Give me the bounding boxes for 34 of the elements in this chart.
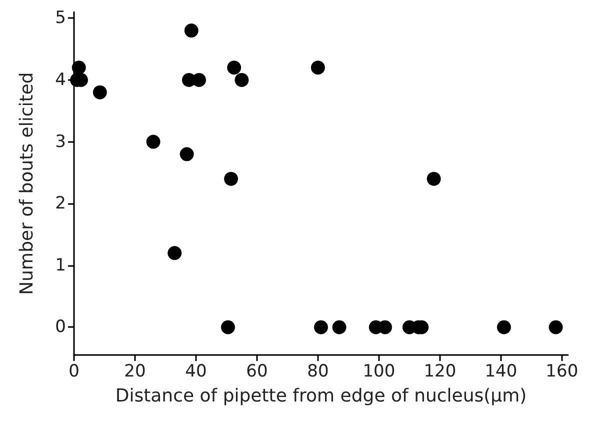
point bbox=[168, 246, 182, 260]
point bbox=[184, 24, 198, 38]
y-tick-label: 5 bbox=[55, 8, 66, 28]
x-tick-label: 40 bbox=[185, 362, 207, 382]
point bbox=[426, 172, 441, 186]
x-tick-label: 20 bbox=[124, 362, 146, 382]
point bbox=[224, 172, 238, 186]
x-tick-label: 120 bbox=[424, 362, 456, 382]
x-tick-label: 140 bbox=[484, 362, 518, 382]
point bbox=[548, 320, 563, 334]
y-tick-label: 1 bbox=[55, 255, 66, 276]
y-axis-title: Number of bouts elicited bbox=[16, 72, 38, 295]
point bbox=[92, 85, 107, 100]
point bbox=[192, 72, 206, 87]
y-tick-label: 4 bbox=[55, 70, 66, 90]
point bbox=[72, 60, 86, 75]
x-tick-label: 0 bbox=[68, 362, 80, 382]
x-tick-label: 60 bbox=[246, 362, 268, 382]
point bbox=[496, 320, 511, 334]
point bbox=[227, 60, 242, 75]
y-tick-label: 3 bbox=[55, 132, 66, 152]
point bbox=[332, 320, 346, 334]
x-tick-label: 160 bbox=[546, 362, 578, 382]
point bbox=[234, 72, 249, 87]
point bbox=[146, 134, 160, 149]
y-tick-label: 2 bbox=[55, 194, 66, 214]
point bbox=[221, 320, 235, 334]
x-tick-label: 80 bbox=[307, 362, 329, 382]
x-tick-label: 100 bbox=[362, 362, 396, 382]
point bbox=[314, 320, 328, 334]
point bbox=[180, 147, 194, 162]
point bbox=[310, 60, 325, 75]
x-axis-title: Distance of pipette from edge of nucleus(μm) bbox=[115, 386, 527, 406]
y-tick-label: 0 bbox=[55, 317, 66, 338]
